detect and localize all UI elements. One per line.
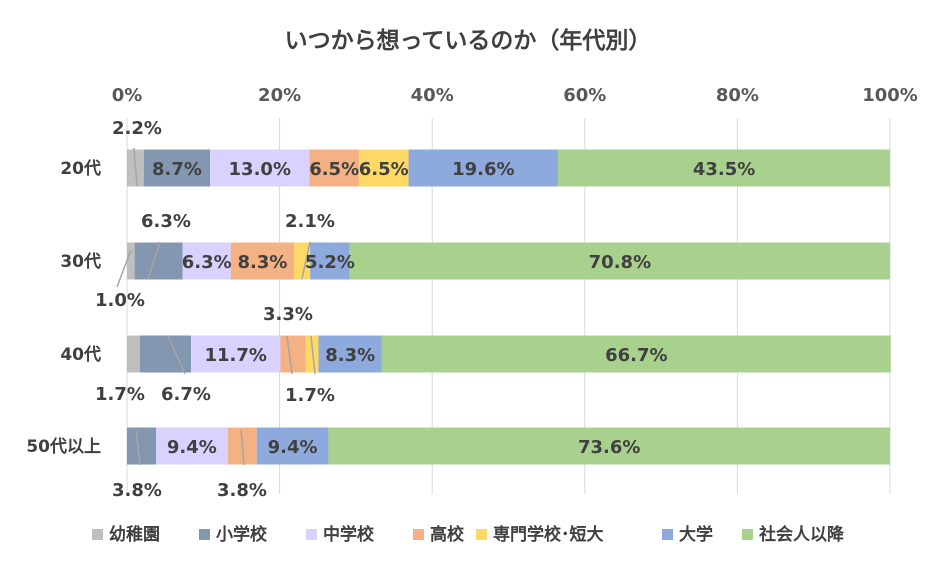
leader-line (135, 429, 141, 466)
data-label: 3.8% (217, 480, 267, 501)
bar-segment (155, 427, 228, 465)
leader-line (133, 147, 138, 187)
bar-segment (230, 242, 295, 280)
data-label: 1.7% (285, 385, 335, 406)
leader-line (301, 241, 311, 280)
category-label: 50代以上 (26, 436, 101, 457)
bar-segment (134, 242, 183, 280)
legend-swatch (742, 529, 753, 540)
bar-segment (358, 149, 409, 187)
bar-segment (305, 335, 319, 373)
leader-line (310, 335, 316, 375)
x-tick-label: 20% (258, 85, 301, 106)
legend-swatch (476, 529, 487, 540)
bar-segment (127, 242, 135, 280)
leader-line (147, 241, 161, 280)
leader-line (286, 335, 293, 375)
legend-swatch (306, 529, 317, 540)
category-label: 30代 (60, 251, 101, 272)
data-label: 8.3% (237, 252, 287, 273)
bar-segment (328, 427, 890, 465)
data-label: 6.5% (309, 159, 359, 180)
bar-segment (408, 149, 559, 187)
data-label: 11.7% (205, 345, 267, 366)
data-label: 9.4% (167, 437, 217, 458)
bar-segment (256, 427, 329, 465)
x-tick-label: 40% (411, 85, 454, 106)
data-label: 6.3% (182, 252, 232, 273)
bar-segment (182, 242, 231, 280)
legend-entry: 中学校 (323, 524, 375, 545)
legend-entry: 小学校 (216, 524, 268, 545)
data-label: 9.4% (268, 437, 318, 458)
chart-title: いつから想っているのか（年代別） (285, 27, 652, 54)
x-tick-label: 80% (716, 85, 759, 106)
bar-segment (280, 335, 306, 373)
leader-line (240, 429, 245, 466)
legend-entry: 幼稚園 (109, 524, 160, 545)
data-label: 19.6% (452, 159, 514, 180)
data-label: 3.3% (263, 304, 313, 325)
bar-segment (294, 242, 311, 280)
x-tick-label: 60% (563, 85, 606, 106)
bar-segment (210, 149, 310, 187)
bar-segment (309, 149, 359, 187)
data-label: 6.3% (141, 211, 191, 232)
bar-segment (143, 149, 211, 187)
bar-segment (310, 242, 350, 280)
y-axis-categories: 20代 30代 40代 50代以上 (26, 158, 101, 457)
legend: 幼稚園 小学校 中学校 高校 専門学校･短大 大学 社会人以降 (92, 524, 845, 545)
category-label: 20代 (60, 158, 101, 179)
leader-lines (116, 147, 316, 466)
category-label: 40代 (60, 344, 101, 365)
data-label: 5.2% (305, 252, 355, 273)
data-label: 70.8% (589, 252, 651, 273)
leader-line (116, 249, 132, 288)
legend-entry: 高校 (430, 524, 465, 545)
data-label: 1.7% (95, 384, 145, 405)
bar-segment (139, 335, 192, 373)
bars (127, 149, 891, 465)
data-label: 6.7% (161, 384, 211, 405)
x-tick-label: 0% (112, 85, 143, 106)
leader-line (167, 335, 186, 375)
data-label: 6.5% (359, 159, 409, 180)
legend-swatch (413, 529, 424, 540)
data-label: 2.1% (285, 211, 335, 232)
data-label: 8.7% (152, 159, 202, 180)
data-labels: 2.2% 8.7% 13.0% 6.5% 6.5% 19.6% 43.5% 1.0% 6.3% 6… (95, 118, 755, 501)
data-label: 66.7% (605, 345, 667, 366)
bar-segment (381, 335, 891, 373)
data-label: 1.0% (95, 290, 145, 311)
data-label: 73.6% (578, 437, 640, 458)
bar-segment (349, 242, 890, 280)
bar-segment (558, 149, 890, 187)
legend-entry: 大学 (679, 524, 713, 545)
bar-segment (127, 427, 156, 465)
legend-swatch (92, 529, 103, 540)
x-tick-label: 100% (862, 85, 918, 106)
data-label: 43.5% (693, 159, 755, 180)
data-label: 8.3% (325, 345, 375, 366)
bar-segment (318, 335, 382, 373)
bar-segment (127, 335, 140, 373)
x-axis-ticks: 0% 20% 40% 60% 80% 100% (112, 85, 918, 106)
data-label: 13.0% (229, 159, 291, 180)
legend-swatch (199, 529, 210, 540)
legend-entry: 専門学校･短大 (493, 524, 604, 545)
data-label: 3.8% (112, 480, 162, 501)
data-label: 2.2% (112, 118, 162, 139)
bar-segment (191, 335, 281, 373)
legend-swatch (662, 529, 673, 540)
legend-entry: 社会人以降 (758, 524, 845, 545)
